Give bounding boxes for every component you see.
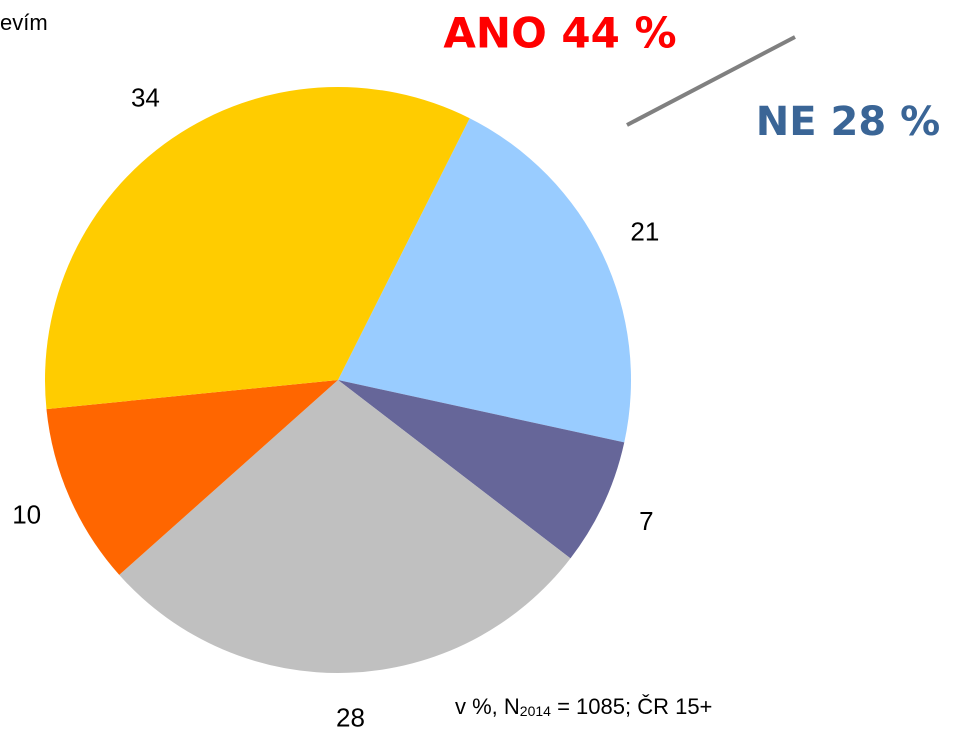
yes-total: ANO 44 % [443, 9, 676, 58]
slice-label: 10 [12, 500, 41, 530]
slice-label: 34 [131, 83, 160, 113]
legend-fragment: evím [0, 10, 48, 35]
slice-label: 28 [336, 703, 365, 729]
slice [119, 380, 571, 673]
slice [46, 380, 338, 575]
slice [338, 380, 625, 559]
footnote-a: v %, N [455, 694, 520, 719]
slice [45, 87, 470, 410]
footnote: v %, N2014 = 1085; ČR 15+ [455, 694, 712, 719]
slice-label: 21 [630, 217, 659, 247]
slice [338, 118, 631, 443]
slice-label: 7 [639, 506, 653, 536]
footnote-sub: 2014 [520, 703, 551, 719]
divider [626, 35, 796, 127]
no-total: NE 28 % [756, 99, 940, 145]
footnote-b: = 1085; ČR 15+ [551, 694, 712, 719]
